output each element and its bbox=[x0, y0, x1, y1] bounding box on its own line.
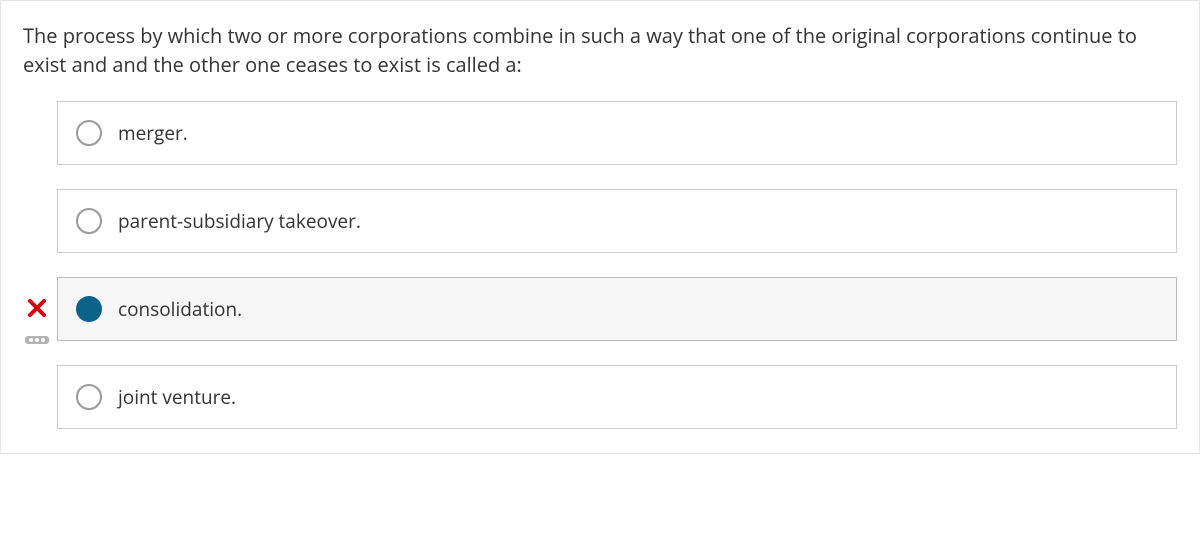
option-label: merger. bbox=[118, 120, 188, 146]
option-row: consolidation. bbox=[23, 277, 1177, 341]
option-row: joint venture. bbox=[23, 365, 1177, 429]
indicator-column bbox=[23, 101, 51, 165]
option-row: merger. bbox=[23, 101, 1177, 165]
indicator-column bbox=[23, 189, 51, 253]
option-consolidation[interactable]: consolidation. bbox=[57, 277, 1177, 341]
radio-unchecked-icon bbox=[76, 208, 102, 234]
indicator-column bbox=[23, 365, 51, 429]
question-text: The process by which two or more corpora… bbox=[23, 21, 1177, 79]
indicator-column bbox=[23, 277, 51, 341]
options-list: merger. parent-subsidiary takeover. bbox=[23, 101, 1177, 429]
option-label: consolidation. bbox=[118, 296, 242, 322]
option-row: parent-subsidiary takeover. bbox=[23, 189, 1177, 253]
radio-unchecked-icon bbox=[76, 120, 102, 146]
more-dots-icon[interactable] bbox=[25, 336, 49, 344]
option-label: joint venture. bbox=[118, 384, 236, 410]
radio-unchecked-icon bbox=[76, 384, 102, 410]
radio-checked-icon bbox=[76, 296, 102, 322]
question-container: The process by which two or more corpora… bbox=[0, 0, 1200, 454]
option-parent-subsidiary[interactable]: parent-subsidiary takeover. bbox=[57, 189, 1177, 253]
option-label: parent-subsidiary takeover. bbox=[118, 208, 361, 234]
option-joint-venture[interactable]: joint venture. bbox=[57, 365, 1177, 429]
incorrect-x-icon bbox=[28, 298, 46, 320]
option-merger[interactable]: merger. bbox=[57, 101, 1177, 165]
